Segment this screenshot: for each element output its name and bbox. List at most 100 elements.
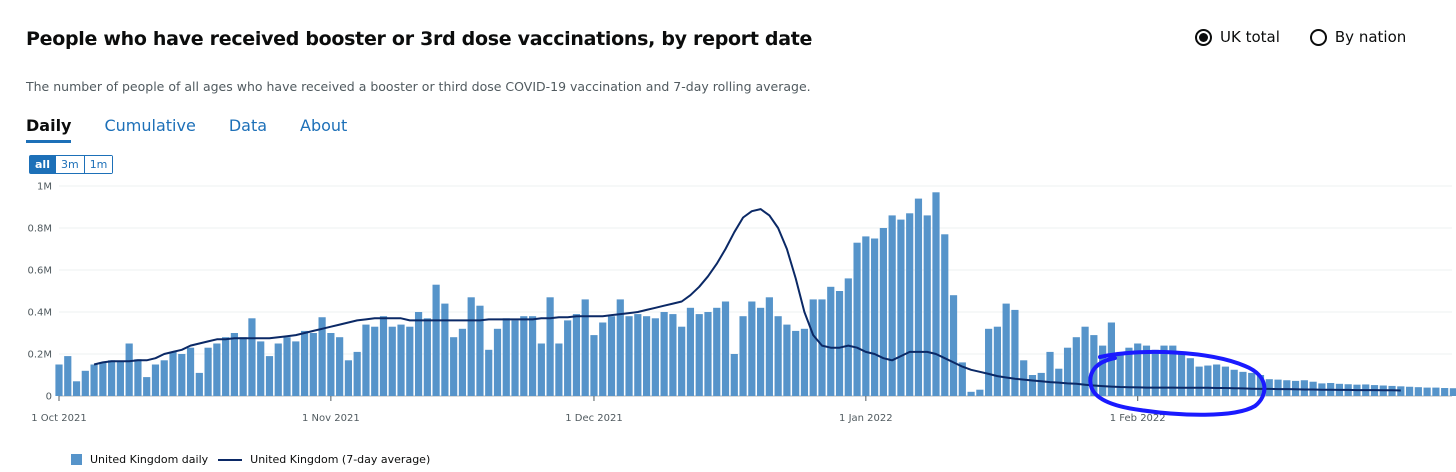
bar [1063, 347, 1072, 396]
bar [625, 316, 633, 396]
tab-about[interactable]: About [300, 116, 348, 135]
bar [809, 299, 817, 396]
bar [116, 361, 124, 396]
bar [958, 362, 966, 396]
legend-line-swatch [218, 458, 243, 461]
bar [458, 328, 467, 396]
bar [1020, 360, 1028, 396]
bar [195, 372, 203, 396]
radio-by-nation[interactable]: By nation [1309, 28, 1407, 46]
y-tick-label: 0.6M [27, 266, 52, 277]
bar [1449, 388, 1456, 396]
bar [1204, 365, 1212, 396]
bar [1248, 372, 1256, 396]
bar [160, 360, 168, 396]
bar [941, 234, 949, 396]
bar [1046, 351, 1054, 396]
bar [55, 364, 63, 396]
range-3m-button[interactable]: 3m [54, 156, 84, 173]
legend-daily-label: United Kingdom daily [90, 453, 209, 466]
x-tick-label: 1 Nov 2021 [302, 413, 360, 424]
time-range-selector: all 3m 1m [29, 155, 114, 174]
bar [151, 364, 160, 396]
bar [414, 312, 423, 396]
bar [90, 364, 98, 396]
bar [932, 192, 940, 396]
bar [1090, 335, 1098, 396]
bar [309, 333, 317, 396]
bar [222, 337, 230, 396]
bar [441, 303, 449, 396]
bar [476, 305, 484, 396]
tab-data[interactable]: Data [228, 116, 268, 135]
bar [1239, 371, 1247, 396]
y-tick-label: 0.2M [27, 350, 52, 361]
bar [1195, 366, 1203, 396]
bar [871, 238, 879, 396]
bar [1169, 345, 1177, 396]
bar [581, 299, 589, 396]
bar [993, 326, 1001, 396]
bar [432, 284, 440, 396]
bar [379, 316, 388, 396]
bar [879, 228, 887, 396]
bar [257, 341, 265, 396]
bar [248, 318, 256, 396]
hand-drawn-circle [1088, 349, 1267, 417]
bar [467, 297, 475, 396]
y-tick-label: 0.8M [27, 224, 52, 235]
bar [1177, 351, 1186, 396]
bar [607, 316, 616, 396]
bar [967, 391, 975, 396]
bar [511, 320, 519, 396]
bar [344, 360, 353, 396]
bar [1186, 358, 1194, 396]
bar [274, 343, 282, 396]
bar [976, 389, 984, 396]
bar [985, 328, 993, 396]
bar [213, 343, 221, 396]
x-tick-label: 1 Jan 2022 [839, 413, 893, 424]
y-tick-label: 1M [37, 182, 52, 193]
bar [1300, 380, 1308, 396]
bar [862, 236, 870, 396]
x-tick-label: 1 Dec 2021 [565, 413, 623, 424]
bar [72, 381, 81, 396]
tab-cumulative[interactable]: Cumulative [104, 116, 196, 135]
bar [397, 324, 405, 396]
legend-average-label: United Kingdom (7-day average) [250, 453, 431, 466]
bar [230, 333, 238, 396]
bar [239, 337, 247, 396]
bar [1160, 345, 1168, 396]
bar [300, 330, 309, 396]
tab-bar: Daily Cumulative Data About [26, 116, 347, 143]
bar [502, 318, 510, 396]
bar [283, 337, 291, 396]
bar [520, 316, 528, 396]
bar [678, 326, 686, 396]
bar [765, 297, 773, 396]
bar [923, 215, 931, 396]
radio-uk-total[interactable]: UK total [1195, 28, 1280, 46]
radio-selected-icon [1195, 28, 1212, 46]
bar [1072, 337, 1080, 396]
bar [1151, 349, 1159, 396]
bar [1405, 386, 1414, 396]
bar [1125, 347, 1133, 396]
bar [528, 316, 537, 396]
tab-daily[interactable]: Daily [26, 116, 72, 143]
bar [739, 316, 747, 396]
radio-by-nation-label: By nation [1334, 28, 1407, 46]
bar [1142, 345, 1151, 396]
range-all-button[interactable]: all [30, 156, 55, 173]
bar [1423, 387, 1431, 396]
bar [800, 328, 809, 396]
bar [1265, 379, 1273, 396]
y-tick-label: 0 [46, 392, 52, 403]
bar [783, 324, 791, 396]
bar [730, 354, 738, 396]
bar [485, 349, 493, 396]
range-1m-button[interactable]: 1m [83, 156, 113, 173]
bar [371, 326, 379, 396]
bar [546, 297, 554, 396]
